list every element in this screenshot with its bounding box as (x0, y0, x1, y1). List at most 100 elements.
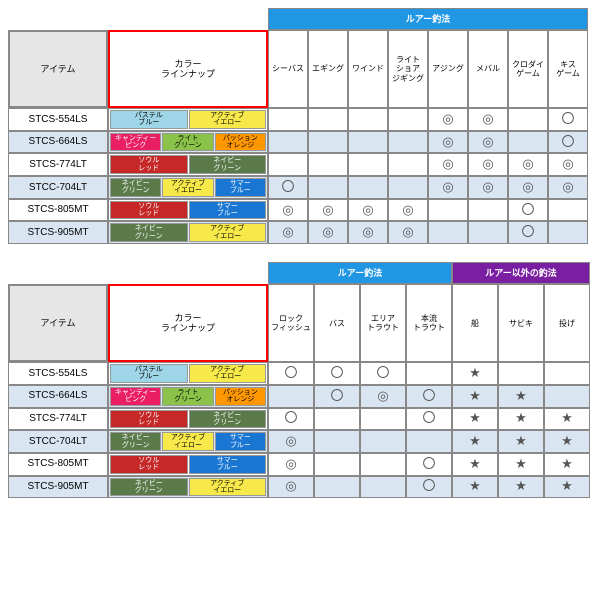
color-tag: アクティブイエロー (189, 478, 267, 497)
mark-cell: 〇 (268, 176, 308, 199)
mark-cell (428, 199, 468, 222)
col-header: 船 (452, 284, 498, 362)
mark-cell (548, 199, 588, 222)
mark-cell (544, 362, 590, 385)
mark-cell: ◎ (468, 153, 508, 176)
mark-cell: ◎ (308, 199, 348, 222)
color-tag: ネイビーグリーン (110, 432, 161, 451)
group-header: ルアー以外の釣法 (452, 262, 590, 284)
color-tag: パッションオレンジ (215, 133, 266, 152)
mark-cell: ★ (498, 408, 544, 431)
item-header: アイテム (8, 284, 108, 362)
mark-cell (388, 131, 428, 154)
color-tag: アクティブイエロー (162, 432, 213, 451)
lineup-cell: ソウルレッドサマーブルー (108, 199, 268, 222)
mark-cell: ◎ (268, 199, 308, 222)
mark-cell: ★ (452, 430, 498, 453)
mark-cell: 〇 (314, 362, 360, 385)
lineup-cell: ソウルレッドネイビーグリーン (108, 153, 268, 176)
mark-cell: 〇 (406, 408, 452, 431)
col-header: エギング (308, 30, 348, 108)
mark-cell (548, 221, 588, 244)
color-tag: アクティブイエロー (189, 223, 267, 242)
mark-cell (348, 108, 388, 131)
mark-cell (314, 476, 360, 499)
col-header: メバル (468, 30, 508, 108)
table-2: ルアー釣法ルアー以外の釣法アイテムカラーラインナップロックフィッシュバスエリアト… (8, 262, 592, 498)
mark-cell: ◎ (428, 108, 468, 131)
mark-cell: ★ (498, 385, 544, 408)
col-header: アジング (428, 30, 468, 108)
mark-cell: ◎ (388, 221, 428, 244)
mark-cell (388, 153, 428, 176)
mark-cell (388, 176, 428, 199)
color-tag: サマーブルー (189, 201, 267, 220)
col-header: サビキ (498, 284, 544, 362)
mark-cell (468, 221, 508, 244)
color-tag: ライトグリーン (162, 387, 213, 406)
mark-cell (268, 131, 308, 154)
color-tag: ソウルレッド (110, 201, 188, 220)
mark-cell (360, 430, 406, 453)
mark-cell (468, 199, 508, 222)
col-header: 本流トラウト (406, 284, 452, 362)
item-header: アイテム (8, 30, 108, 108)
mark-cell (388, 108, 428, 131)
color-tag: ネイビーグリーン (110, 223, 188, 242)
mark-cell: ◎ (428, 153, 468, 176)
mark-cell: ◎ (268, 453, 314, 476)
mark-cell (314, 408, 360, 431)
spacer (108, 262, 268, 284)
lineup-header: カラーラインナップ (108, 284, 268, 362)
color-tag: パッションオレンジ (215, 387, 266, 406)
mark-cell: ★ (498, 476, 544, 499)
mark-cell (498, 362, 544, 385)
mark-cell: ★ (452, 453, 498, 476)
mark-cell (348, 176, 388, 199)
mark-cell (268, 153, 308, 176)
mark-cell: 〇 (508, 221, 548, 244)
mark-cell: 〇 (268, 408, 314, 431)
mark-cell: ★ (452, 385, 498, 408)
item-cell: STCC-704LT (8, 430, 108, 453)
color-tag: アクティブイエロー (189, 364, 267, 383)
mark-cell: 〇 (268, 362, 314, 385)
mark-cell: ◎ (348, 221, 388, 244)
mark-cell: 〇 (548, 108, 588, 131)
spacer (8, 262, 108, 284)
mark-cell (508, 131, 548, 154)
mark-cell: ◎ (548, 153, 588, 176)
mark-cell: ◎ (428, 176, 468, 199)
mark-cell: ◎ (360, 385, 406, 408)
lineup-cell: ソウルレッドネイビーグリーン (108, 408, 268, 431)
lineup-cell: ソウルレッドサマーブルー (108, 453, 268, 476)
spacer (108, 8, 268, 30)
mark-cell (360, 453, 406, 476)
mark-cell (268, 385, 314, 408)
mark-cell: ◎ (268, 476, 314, 499)
item-cell: STCS-664LS (8, 385, 108, 408)
color-tag: キャンディーピンク (110, 387, 161, 406)
item-cell: STCS-664LS (8, 131, 108, 154)
color-tag: ネイビーグリーン (189, 410, 267, 429)
mark-cell: 〇 (406, 453, 452, 476)
mark-cell: 〇 (360, 362, 406, 385)
lineup-cell: ネイビーグリーンアクティブイエロー (108, 221, 268, 244)
col-header: クロダイゲーム (508, 30, 548, 108)
mark-cell: ★ (544, 408, 590, 431)
lineup-cell: ネイビーグリーンアクティブイエローサマーブルー (108, 176, 268, 199)
mark-cell: ◎ (508, 153, 548, 176)
mark-cell: ◎ (508, 176, 548, 199)
mark-cell: ★ (498, 430, 544, 453)
color-tag: ソウルレッド (110, 410, 188, 429)
lineup-cell: ネイビーグリーンアクティブイエロー (108, 476, 268, 499)
mark-cell: ★ (452, 362, 498, 385)
mark-cell (308, 131, 348, 154)
item-cell: STCS-554LS (8, 362, 108, 385)
lineup-cell: パステルブルーアクティブイエロー (108, 108, 268, 131)
mark-cell (308, 176, 348, 199)
col-header: ライトショアジギング (388, 30, 428, 108)
color-tag: ネイビーグリーン (110, 178, 161, 197)
mark-cell: ◎ (468, 108, 508, 131)
item-cell: STCS-905MT (8, 476, 108, 499)
